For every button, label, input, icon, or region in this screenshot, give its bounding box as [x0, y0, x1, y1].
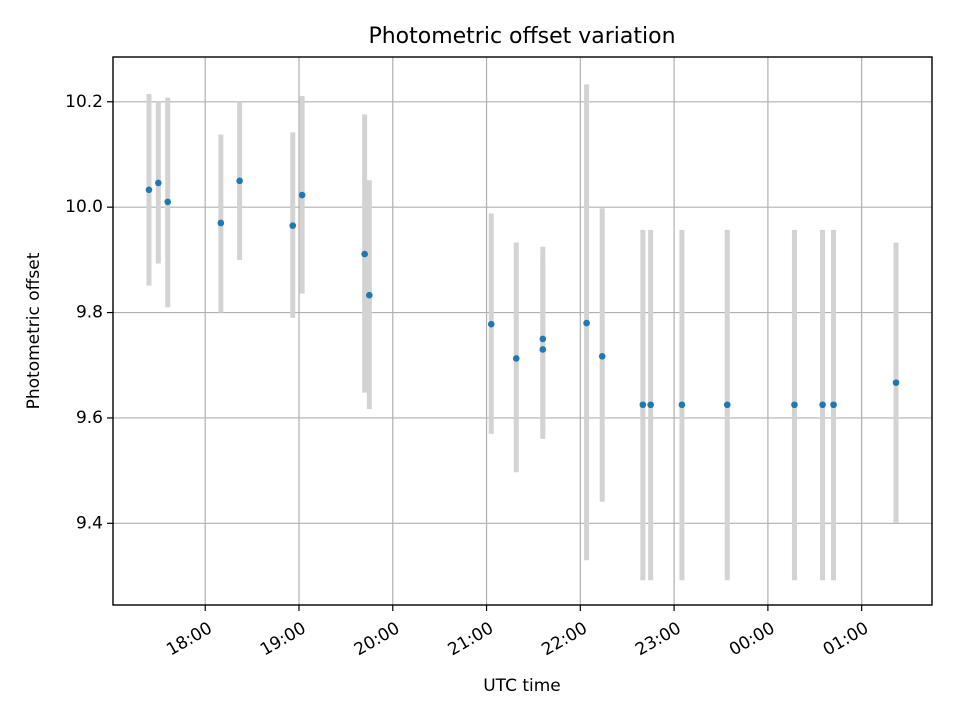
data-point [155, 179, 162, 187]
x-tick-label: 18:00 [163, 618, 215, 660]
data-point [892, 379, 900, 386]
data-point [791, 401, 798, 409]
data-point [583, 319, 590, 327]
data-point [723, 401, 731, 409]
data-point [830, 401, 837, 409]
x-axis-ticks: 18:00 19:00 20:00 21:00 22:00 23:00 00:00 01:00 [163, 605, 872, 660]
y-tick-label: 9.8 [76, 303, 103, 323]
data-points [145, 177, 900, 409]
y-axis-label: Photometric offset [24, 252, 44, 409]
x-tick-label: 21:00 [445, 618, 497, 660]
y-tick-label: 9.6 [76, 408, 103, 428]
chart-title: Photometric offset variation [368, 24, 675, 49]
x-tick-label: 23:00 [632, 618, 684, 660]
x-tick-label: 00:00 [726, 618, 778, 660]
error-bars [146, 84, 899, 581]
data-point [366, 291, 373, 299]
grid [113, 57, 932, 605]
data-point [639, 401, 647, 409]
data-point [236, 177, 243, 185]
data-point [678, 401, 686, 409]
x-tick-label: 22:00 [538, 618, 590, 660]
data-point [298, 191, 306, 199]
data-point [145, 186, 153, 194]
data-point [487, 320, 495, 328]
data-point [819, 401, 826, 409]
data-point [164, 198, 172, 206]
y-tick-label: 9.4 [76, 513, 103, 533]
data-point [289, 222, 297, 229]
x-tick-label: 01:00 [820, 618, 872, 660]
data-point [647, 401, 654, 409]
y-tick-label: 10.0 [65, 197, 103, 217]
plot-frame [112, 56, 933, 606]
data-point [217, 219, 225, 227]
x-tick-label: 19:00 [257, 618, 309, 660]
data-point [598, 352, 606, 360]
data-point [361, 250, 368, 258]
data-point [512, 355, 520, 362]
x-tick-label: 20:00 [351, 618, 403, 660]
data-point [539, 335, 547, 343]
y-tick-label: 10.2 [65, 92, 103, 112]
y-axis-ticks: 9.4 9.6 9.8 10.0 10.2 [65, 92, 113, 533]
x-axis-label: UTC time [483, 676, 561, 696]
data-point [539, 346, 547, 353]
